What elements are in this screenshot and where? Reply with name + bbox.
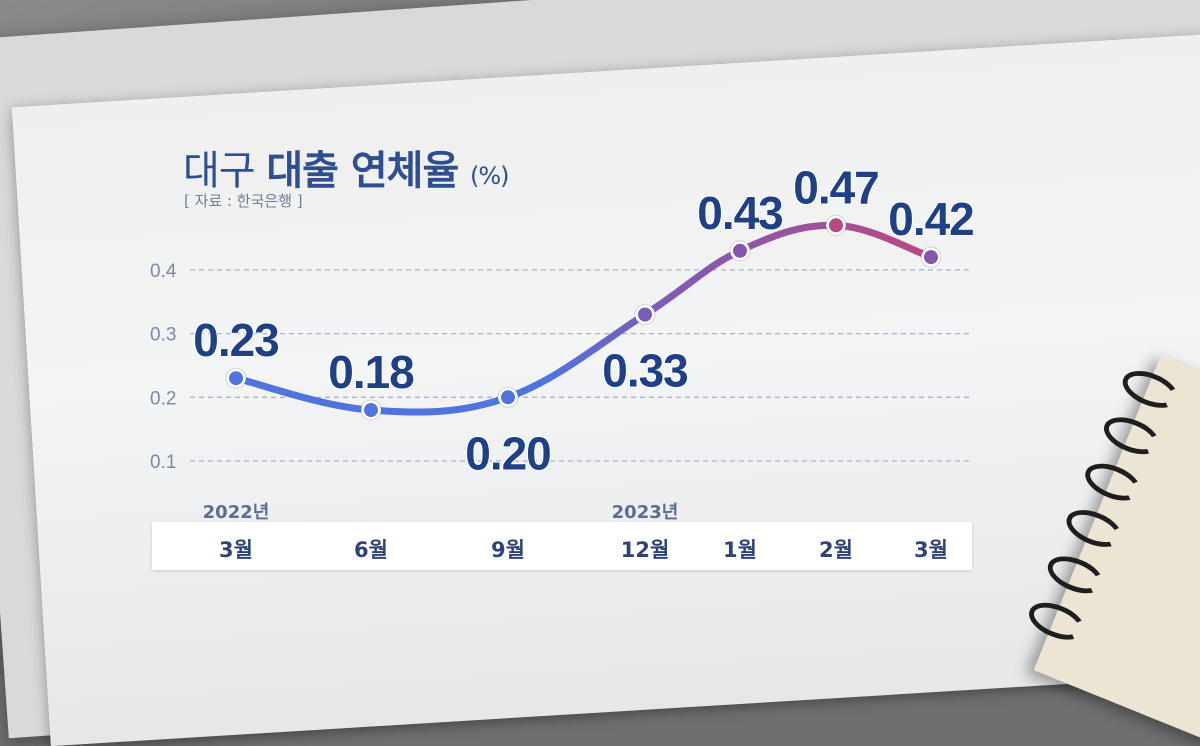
line-chart: 0.1 0.2 0.3 0.4 3월 6월 9월 12월 1월 2월 3월 2022년 2023년 0.2… bbox=[150, 160, 976, 562]
x-axis-band bbox=[152, 522, 972, 570]
x-tick-label: 9월 bbox=[491, 538, 525, 562]
title-unit: (%) bbox=[469, 162, 510, 190]
data-point bbox=[364, 403, 378, 418]
data-label: 0.42 bbox=[888, 193, 974, 245]
data-label: 0.33 bbox=[602, 344, 688, 396]
data-label: 0.23 bbox=[193, 314, 279, 366]
y-tick-label: 0.4 bbox=[150, 261, 177, 282]
year-label: 2022년 bbox=[203, 502, 270, 523]
data-point bbox=[733, 243, 747, 258]
data-label: 0.20 bbox=[465, 427, 551, 479]
y-tick-label: 0.3 bbox=[150, 325, 176, 346]
data-label: 0.43 bbox=[697, 187, 783, 239]
data-point bbox=[638, 307, 652, 322]
data-point bbox=[924, 250, 938, 265]
y-tick-label: 0.2 bbox=[150, 388, 176, 409]
x-tick-label: 2월 bbox=[819, 538, 853, 562]
chart-source: [ 자료 : 한국은행 ] bbox=[184, 192, 303, 210]
title-main: 대출 연체율 bbox=[266, 148, 459, 194]
data-label: 0.47 bbox=[793, 161, 879, 213]
year-label: 2023년 bbox=[612, 502, 679, 523]
x-tick-label: 6월 bbox=[354, 538, 388, 562]
chart-title: 대구 대출 연체율 (%) bbox=[183, 138, 510, 196]
data-point bbox=[829, 218, 843, 233]
data-point bbox=[229, 371, 243, 386]
title-region: 대구 bbox=[183, 148, 256, 194]
x-tick-label: 12월 bbox=[621, 538, 670, 562]
x-tick-label: 3월 bbox=[914, 538, 948, 562]
data-point bbox=[501, 390, 515, 405]
x-tick-label: 3월 bbox=[219, 538, 253, 562]
y-tick-label: 0.1 bbox=[150, 452, 176, 473]
data-label: 0.18 bbox=[328, 346, 414, 398]
x-tick-label: 1월 bbox=[723, 538, 757, 562]
